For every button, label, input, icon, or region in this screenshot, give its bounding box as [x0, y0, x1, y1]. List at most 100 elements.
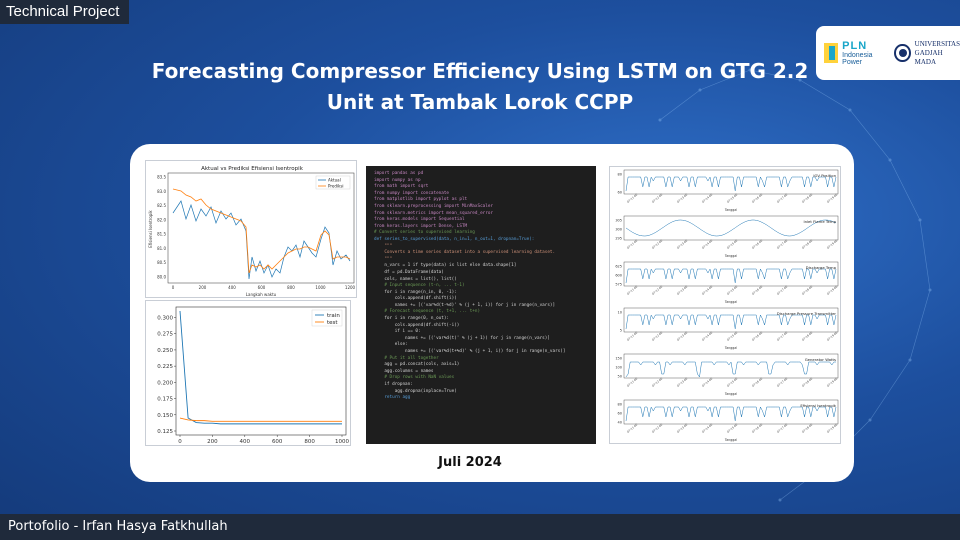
prediction-ytick: 82.0	[157, 217, 166, 222]
sensor-ytick: 80	[618, 403, 622, 407]
sensor-xtick: 07-14 00	[701, 376, 713, 387]
loss-legend-label: test	[327, 320, 338, 326]
sensor-plots: 80 60 IGV Position 07-11 00 07-12 00 07-13 00…	[615, 169, 839, 442]
date-label: Juli 2024	[438, 455, 502, 470]
prediction-xtick: 1000	[315, 285, 326, 290]
sensor-xtick: 07-12 00	[651, 422, 663, 433]
code-line: # Put it all together	[374, 355, 439, 361]
partner-logos: PLN Indonesia Power UNIVERSITAS GADJAH M…	[816, 26, 960, 80]
sensor-xtick: 07-14 00	[701, 238, 713, 249]
sensor-xtick: 07-19 00	[826, 284, 838, 295]
code-line: from keras.layers import Dense, LSTM	[374, 223, 468, 229]
loss-xtick-label: 1000	[335, 439, 349, 445]
sensor-xlabel: Tanggal	[724, 392, 737, 396]
sensor-xtick: 07-12 00	[651, 284, 663, 295]
code-line: for i in range(0, n_out):	[374, 316, 450, 322]
sensor-xlabel: Tanggal	[724, 438, 737, 442]
sensor-ytick: 575	[615, 283, 622, 287]
sensor-ytick: 60	[618, 191, 622, 195]
code-line: from sklearn.preprocessing import MinMax…	[374, 203, 493, 209]
prediction-chart-title: Aktual vs Prediksi Efisiensi Isentropik	[201, 166, 304, 172]
sensor-xtick: 07-11 00	[626, 238, 638, 249]
code-line: agg = pd.concat(cols, axis=1)	[374, 362, 460, 368]
sensor-xtick: 07-16 00	[751, 422, 763, 433]
sensor-ytick: 10	[618, 311, 622, 315]
sensor-xtick: 07-17 00	[776, 192, 788, 203]
prediction-ylabel: Efisiensi Isentropik	[148, 210, 153, 248]
sensor-ytick: 295	[615, 237, 622, 241]
code-line: from math import sqrt	[374, 184, 429, 190]
loss-ytick-label: 0.225	[157, 364, 173, 370]
prediction-xtick: 800	[287, 285, 295, 290]
sensor-series-line	[625, 406, 837, 422]
sensor-xtick: 07-17 00	[776, 330, 788, 341]
code-line: # Drop rows with NaN values	[374, 375, 455, 381]
code-line: if dropnan:	[374, 382, 413, 387]
code-panel: import pandas as pd import numpy as np fro…	[366, 166, 596, 444]
sensor-xtick: 07-13 00	[676, 330, 688, 341]
sensor-ytick: 60	[618, 412, 622, 416]
sensor-xtick: 07-12 00	[651, 376, 663, 387]
section-tag: Technical Project	[0, 0, 130, 24]
sensor-xtick: 07-11 00	[626, 284, 638, 295]
sensor-xtick: 07-11 00	[626, 330, 638, 341]
prediction-ytick: 80.0	[157, 275, 166, 280]
code-line: if i == 0:	[374, 329, 421, 335]
loss-ytick-label: 0.200	[157, 380, 173, 386]
sensor-xtick: 07-14 00	[701, 284, 713, 295]
sensor-plot: 80 60 IGV Position 07-11 00 07-12 00 07-13 00…	[618, 169, 838, 212]
sensor-ytick: 300	[615, 228, 622, 232]
loss-chart-panel: 0.300 0.275 0.250 0.225 0.200 0.175 0.150 0.125…	[145, 300, 351, 446]
loss-xtick-label: 400	[240, 439, 251, 445]
loss-xtick-label: 200	[207, 439, 218, 445]
page-title: Forecasting Compressor Efficiency Using …	[110, 56, 850, 118]
legend-actual-label: Aktual	[328, 178, 341, 183]
prediction-ytick: 81.5	[157, 232, 166, 237]
loss-ytick-label: 0.275	[157, 332, 173, 338]
sensor-xtick: 07-18 00	[801, 376, 813, 387]
code-line: def series_to_supervised(data, n_in=1, n…	[374, 236, 535, 242]
sensor-xtick: 07-18 00	[801, 192, 813, 203]
code-line: from numpy import concatenate	[374, 190, 450, 196]
code-line: cols, names = list(), list()	[374, 276, 457, 282]
sensor-xtick: 07-16 00	[751, 330, 763, 341]
sensor-series-line	[625, 176, 837, 192]
code-line: names += [('var%d(t-%d)' % (j + 1, i)) f…	[374, 302, 556, 308]
pln-subtitle: Indonesia Power	[842, 52, 873, 66]
code-line: # Input sequence (t-n, ... t-1)	[374, 283, 465, 289]
sensor-xlabel: Tanggal	[724, 254, 737, 258]
sensor-ytick: 40	[618, 421, 622, 425]
sensor-xtick: 07-16 00	[751, 238, 763, 249]
sensor-xtick: 07-11 00	[626, 192, 638, 203]
prediction-plot-frame	[167, 172, 355, 284]
code-line: from sklearn.metrics import mean_squared…	[374, 210, 493, 216]
sensor-plot-label: Discharge Pressure Transmitter	[777, 311, 837, 316]
code-line: # Convert series to supervised learning	[374, 230, 475, 236]
sensor-plot-frame	[623, 215, 839, 241]
code-line: agg.dropna(inplace=True)	[374, 388, 457, 394]
actual-series-line	[172, 200, 351, 280]
sensor-xtick: 07-13 00	[676, 376, 688, 387]
prediction-legend: Aktual Prediksi	[315, 175, 351, 190]
sensor-plots-panel: 80 60 IGV Position 07-11 00 07-12 00 07-13 00…	[609, 166, 841, 444]
loss-legend-label: train	[327, 313, 340, 319]
sensor-xtick: 07-18 00	[801, 422, 813, 433]
loss-xtick-label: 800	[304, 439, 315, 445]
sensor-ytick: 625	[615, 265, 622, 269]
sensor-xtick: 07-16 00	[751, 284, 763, 295]
loss-ytick-label: 0.300	[157, 315, 173, 321]
sensor-ytick: 150	[615, 357, 622, 361]
prediction-xtick: 400	[228, 285, 236, 290]
footer: Portofolio - Irfan Hasya Fatkhullah	[0, 514, 960, 540]
ugm-seal-icon	[894, 44, 911, 62]
sensor-xtick: 07-15 00	[726, 422, 738, 433]
sensor-ytick: 5	[620, 329, 622, 333]
sensor-xtick: 07-15 00	[726, 376, 738, 387]
sensor-plot-label: Generator Watts	[805, 357, 836, 362]
code-line: names += [('var%d(t+%d)' % (j + 1, i)) f…	[374, 349, 566, 355]
sensor-series-line	[625, 219, 837, 237]
sensor-plot-frame	[623, 307, 839, 333]
prediction-series-line	[172, 188, 351, 274]
code-line: n_vars = 1 if type(data) is list else da…	[374, 263, 517, 269]
sensor-xtick: 07-13 00	[676, 284, 688, 295]
